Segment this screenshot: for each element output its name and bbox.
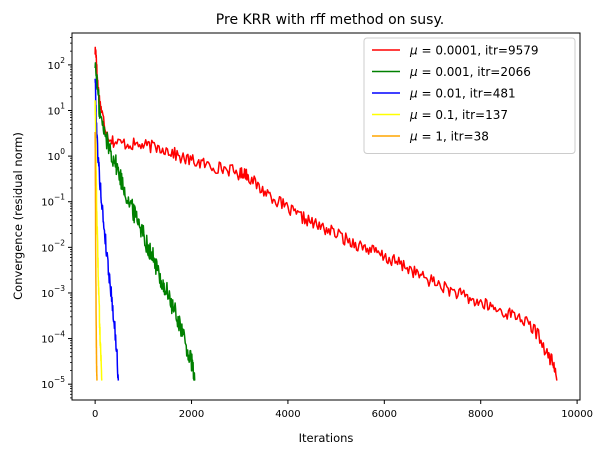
- x-tick-label: 6000: [372, 409, 397, 420]
- x-tick-label: 8000: [468, 409, 493, 420]
- x-tick-label: 0: [92, 409, 98, 420]
- series-line: [94, 46, 558, 381]
- series-line: [94, 62, 196, 381]
- y-tick-label: 10−5: [41, 375, 65, 391]
- legend-box: [363, 37, 576, 154]
- legend-label: μ = 1, itr=38: [409, 130, 489, 144]
- y-tick-label: 10−2: [41, 238, 65, 254]
- y-tick-label: 102: [47, 56, 65, 72]
- legend-label: μ = 0.1, itr=137: [409, 108, 508, 122]
- chart-title: Pre KRR with rff method on susy.: [216, 12, 444, 28]
- x-tick-label: 4000: [275, 409, 300, 420]
- series-line: [94, 78, 120, 381]
- legend-label: μ = 0.001, itr=2066: [409, 65, 531, 79]
- x-axis: 0 2000 4000 6000 8000 10000: [92, 400, 593, 420]
- y-tick-label: 101: [47, 101, 65, 117]
- legend: μ = 0.0001, itr=9579 μ = 0.001, itr=2066 μ…: [363, 37, 576, 154]
- series-layer: [94, 46, 558, 381]
- plot-frame: [71, 32, 581, 401]
- y-tick-label: 10−1: [41, 193, 65, 209]
- x-tick-label: 10000: [561, 409, 593, 420]
- y-tick-label: 100: [47, 147, 65, 163]
- y-axis-title: Convergence (residual norm): [11, 132, 25, 300]
- x-tick-label: 2000: [179, 409, 204, 420]
- y-tick-label: 10−3: [41, 284, 65, 300]
- x-axis-title: Iterations: [299, 431, 354, 445]
- y-tick-label: 10−4: [41, 330, 65, 346]
- legend-label: μ = 0.0001, itr=9579: [409, 44, 539, 58]
- legend-label: μ = 0.01, itr=481: [409, 87, 516, 101]
- y-axis: 10−5 10−4 10−3 10−2 10−1 100 101 102: [41, 37, 72, 399]
- series-line: [94, 131, 98, 381]
